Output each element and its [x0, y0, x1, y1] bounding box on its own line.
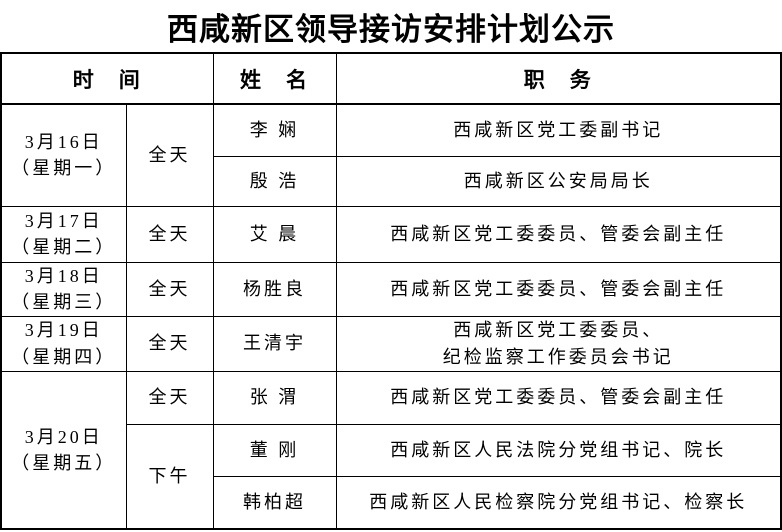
name-cell: 张 渭	[212, 370, 337, 425]
col-header-time: 时 间	[0, 52, 214, 105]
table-row: 3月17日 （星期二） 全天 艾 晨 西咸新区党工委委员、管委会副主任	[0, 205, 782, 263]
table-row: 下午 董 刚 西咸新区人民法院分党组书记、院长	[1, 423, 782, 530]
position-cell: 西咸新区党工委委员、管委会副主任	[335, 205, 782, 263]
position-cell: 西咸新区公安局局长	[335, 155, 782, 207]
name-cell: 董 刚	[212, 423, 337, 477]
date-cell: 3月19日 （星期四）	[0, 315, 127, 372]
table-row: 3月20日 （星期五） 全天 张 渭 西咸新区党工委委员、管委会副主任	[0, 370, 782, 530]
date-cell: 3月20日 （星期五）	[0, 370, 127, 530]
table-row: 3月19日 （星期四） 全天 王清宇 西咸新区党工委委员、 纪检监察工作委员会书…	[0, 315, 782, 372]
position-cell: 西咸新区人民检察院分党组书记、检察长	[335, 475, 782, 530]
table-row: 韩柏超 西咸新区人民检察院分党组书记、检察长	[1, 475, 782, 530]
table-header-row: 时 间 姓 名 职 务	[0, 52, 782, 105]
position-cell: 西咸新区人民法院分党组书记、院长	[335, 423, 782, 477]
schedule-table: 时 间 姓 名 职 务 3月16日 （星期一） 全天 李 娴 西咸新区党工委副书…	[0, 52, 782, 530]
date-cell: 3月16日 （星期一）	[0, 103, 127, 207]
table-row: 3月16日 （星期一） 全天 李 娴 西咸新区党工委副书记	[0, 103, 782, 207]
period-cell: 全天	[125, 315, 214, 372]
col-header-name: 姓 名	[212, 52, 337, 105]
period-cell: 全天	[125, 370, 214, 425]
position-cell: 西咸新区党工委委员、管委会副主任	[335, 370, 782, 425]
period-cell: 全天	[125, 205, 214, 263]
col-header-position: 职 务	[335, 52, 782, 105]
period-cell: 全天	[125, 261, 214, 317]
name-cell: 殷 浩	[212, 155, 337, 207]
date-cell: 3月18日 （星期三）	[0, 261, 127, 317]
name-cell: 王清宇	[212, 315, 337, 372]
name-cell: 艾 晨	[212, 205, 337, 263]
name-cell: 李 娴	[212, 103, 337, 157]
table-row: 3月18日 （星期三） 全天 杨胜良 西咸新区党工委委员、管委会副主任	[0, 261, 782, 317]
date-cell: 3月17日 （星期二）	[0, 205, 127, 263]
title-bar: 西咸新区领导接访安排计划公示	[0, 0, 782, 52]
page-title: 西咸新区领导接访安排计划公示	[167, 11, 615, 47]
position-cell: 西咸新区党工委委员、 纪检监察工作委员会书记	[335, 315, 782, 372]
period-cell: 全天	[125, 103, 214, 207]
name-cell: 韩柏超	[212, 475, 337, 530]
name-cell: 杨胜良	[212, 261, 337, 317]
period-cell: 下午	[125, 423, 214, 530]
position-cell: 西咸新区党工委副书记	[335, 103, 782, 157]
position-cell: 西咸新区党工委委员、管委会副主任	[335, 261, 782, 317]
table-row: 殷 浩 西咸新区公安局局长	[1, 155, 782, 207]
